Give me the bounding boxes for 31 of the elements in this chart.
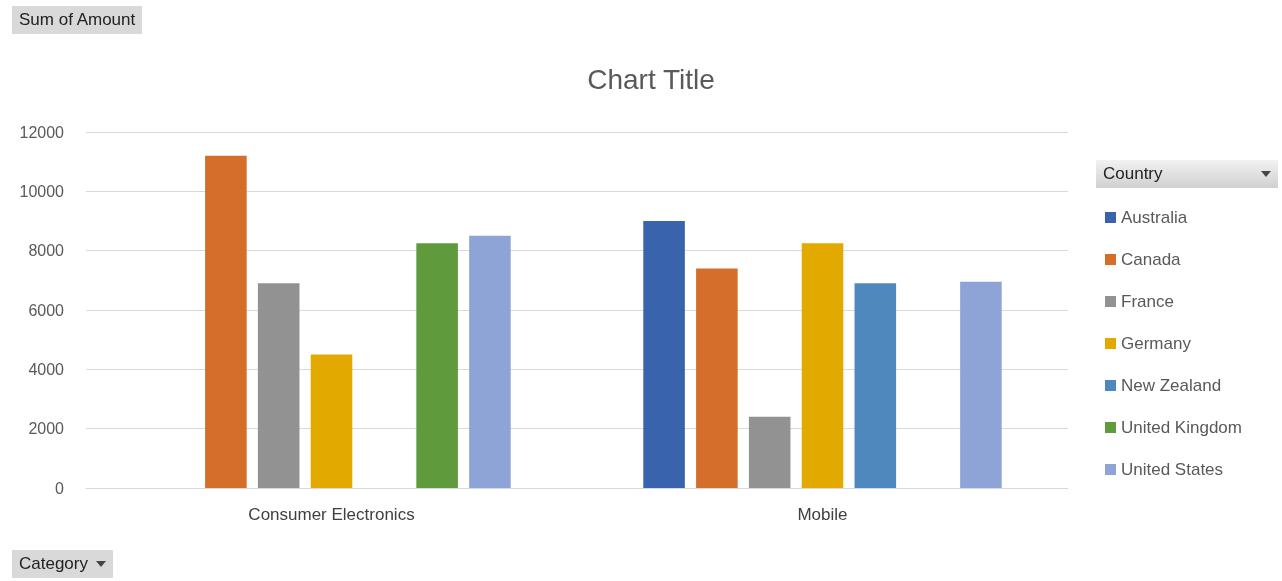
y-tick-label: 12000 bbox=[19, 123, 65, 141]
y-tick-label: 4000 bbox=[28, 360, 65, 378]
x-axis-title: Category bbox=[19, 554, 88, 574]
y-tick-label: 10000 bbox=[19, 182, 65, 200]
y-tick-label: 8000 bbox=[28, 242, 65, 260]
bar bbox=[854, 283, 897, 488]
bar bbox=[960, 281, 1002, 488]
bar bbox=[696, 268, 738, 488]
bar bbox=[416, 243, 458, 488]
legend-title: Country bbox=[1103, 164, 1163, 184]
y-tick-label: 2000 bbox=[28, 420, 65, 438]
legend-label: France bbox=[1121, 292, 1174, 311]
bar bbox=[205, 155, 247, 488]
bar bbox=[801, 243, 844, 488]
y-tick-label: 0 bbox=[55, 479, 65, 497]
bar bbox=[748, 416, 791, 488]
bar bbox=[310, 354, 353, 488]
legend-label: United States bbox=[1121, 460, 1224, 479]
bar bbox=[643, 221, 685, 488]
legend-label: Australia bbox=[1121, 208, 1188, 227]
bar bbox=[257, 283, 300, 488]
text: Sum of Amount bbox=[19, 10, 136, 30]
bar bbox=[469, 235, 511, 488]
legend-label: New Zealand bbox=[1121, 376, 1222, 395]
legend-label: United Kingdom bbox=[1121, 418, 1242, 437]
legend-label: Germany bbox=[1121, 334, 1192, 353]
y-tick-label: 6000 bbox=[28, 301, 65, 319]
legend-label: Canada bbox=[1121, 250, 1182, 269]
x-tick-label: Consumer Electronics bbox=[248, 505, 415, 524]
x-tick-label: Mobile bbox=[797, 505, 848, 524]
chart-title: Chart Title bbox=[587, 63, 715, 95]
